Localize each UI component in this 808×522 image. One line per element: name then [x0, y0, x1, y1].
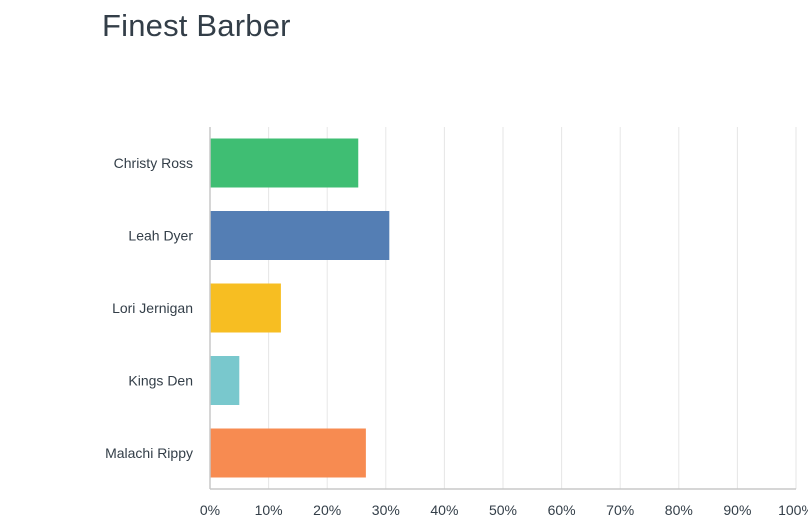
x-tick-label: 10% — [255, 502, 283, 518]
x-tick-label: 50% — [489, 502, 517, 518]
x-tick-labels: 0% 10% 20% 30% 40% 50% 60% 70% 80% 90% 100% — [200, 502, 808, 518]
bar-christy-ross[interactable] — [210, 138, 359, 188]
bar-lori-jernigan[interactable] — [210, 283, 281, 333]
x-tick-label: 100% — [778, 502, 808, 518]
x-tick-label: 30% — [372, 502, 400, 518]
category-label: Malachi Rippy — [105, 445, 193, 461]
x-tick-label: 0% — [200, 502, 220, 518]
x-tick-label: 70% — [606, 502, 634, 518]
bar-kings-den[interactable] — [210, 356, 240, 405]
page-title: Finest Barber — [102, 8, 291, 43]
x-tick-label: 60% — [548, 502, 576, 518]
grid-lines — [268, 127, 797, 489]
category-label: Leah Dyer — [128, 228, 193, 244]
axes — [209, 127, 796, 490]
x-tick-label: 20% — [313, 502, 341, 518]
x-tick-label: 90% — [723, 502, 751, 518]
bars — [210, 138, 390, 478]
x-tick-label: 80% — [665, 502, 693, 518]
category-label: Lori Jernigan — [112, 300, 193, 316]
category-label: Christy Ross — [114, 155, 193, 171]
category-labels: Christy Ross Leah Dyer Lori Jernigan Kings … — [105, 155, 193, 461]
bar-malachi-rippy[interactable] — [210, 428, 366, 478]
x-tick-label: 40% — [430, 502, 458, 518]
bar-leah-dyer[interactable] — [210, 211, 390, 260]
category-label: Kings Den — [128, 373, 193, 389]
